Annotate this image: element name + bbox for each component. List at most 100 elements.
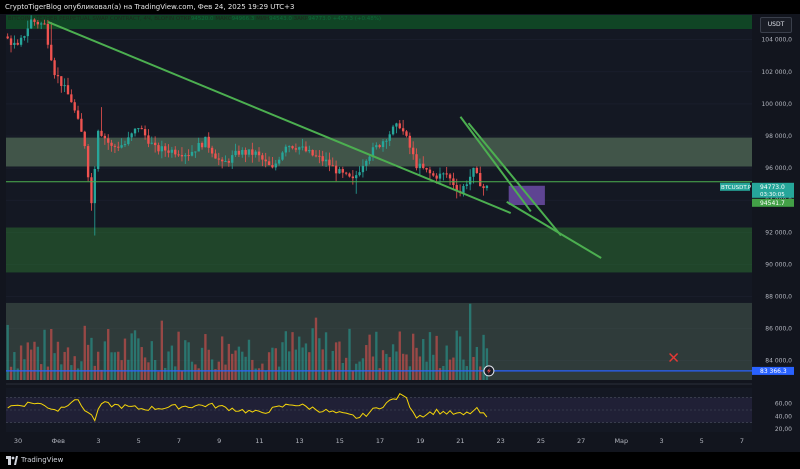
candle-body xyxy=(415,154,418,169)
publication-caption: CryptoTigerBlog опубликовал(а) на Tradin… xyxy=(0,0,800,14)
candle-body xyxy=(204,136,207,148)
low-label: МИН xyxy=(256,16,270,22)
volume-bar xyxy=(19,345,23,380)
candle-body xyxy=(479,173,482,187)
price-tick-label: 86 000,0 xyxy=(765,326,792,333)
volume-bar xyxy=(227,343,231,380)
candle-body xyxy=(100,130,103,136)
candle-body xyxy=(274,163,277,168)
candle-body xyxy=(86,146,90,178)
rsi-tick-label: 60,00 xyxy=(775,401,792,408)
volume-bar xyxy=(442,365,445,380)
price-axis-background xyxy=(752,14,800,440)
candle-body xyxy=(264,159,267,162)
candle-body xyxy=(247,149,251,155)
volume-bar xyxy=(46,366,50,380)
candle-body xyxy=(422,163,425,168)
volume-bar xyxy=(231,353,234,380)
volume-bar xyxy=(371,356,375,380)
volume-bar xyxy=(405,354,408,380)
candle-body xyxy=(308,149,311,152)
candle-body xyxy=(207,136,210,148)
candle-body xyxy=(177,154,180,156)
currency-button[interactable]: USDT xyxy=(760,17,792,33)
candle-body xyxy=(338,169,341,174)
volume-bar xyxy=(271,347,274,380)
volume-bar xyxy=(241,351,244,380)
volume-bar xyxy=(422,339,425,380)
open-label: ОТКР xyxy=(175,16,191,22)
volume-bar xyxy=(388,357,391,380)
volume-bar xyxy=(9,366,13,380)
volume-bar xyxy=(472,356,475,380)
time-tick-label: Фев xyxy=(52,437,66,445)
candle-body xyxy=(428,169,432,174)
volume-bar xyxy=(334,342,338,380)
candle-body xyxy=(93,168,96,204)
volume-bar xyxy=(468,303,472,380)
candle-body xyxy=(281,152,284,160)
indicator-price-tag xyxy=(752,366,794,375)
volume-bar xyxy=(13,352,16,380)
volume-bar xyxy=(167,351,170,380)
candle-body xyxy=(442,173,445,175)
x-marker-icon xyxy=(669,352,679,363)
rsi-tick-label: 20,00 xyxy=(775,426,792,433)
candle-body xyxy=(348,173,351,177)
candle-body xyxy=(244,149,247,155)
volume-bar xyxy=(197,368,200,380)
time-tick-label: 19 xyxy=(416,437,424,445)
volume-bar xyxy=(170,345,174,380)
volume-bar xyxy=(438,368,442,380)
candle-body xyxy=(224,160,227,162)
volume-bar xyxy=(43,329,46,380)
volume-bar xyxy=(36,346,40,380)
volume-bar xyxy=(180,370,184,380)
time-tick-label: Мар xyxy=(614,437,628,445)
volume-bar xyxy=(445,345,448,380)
volume-bar xyxy=(177,331,180,380)
candle-body xyxy=(391,126,395,135)
candle-body xyxy=(455,185,458,191)
volume-bar xyxy=(96,351,100,380)
volume-bar xyxy=(26,342,29,380)
volume-bar xyxy=(298,336,301,380)
volume-bar xyxy=(482,334,485,380)
trendline xyxy=(467,122,562,237)
candle-body xyxy=(361,165,365,173)
time-tick-label: 27 xyxy=(577,437,585,445)
volume-bar xyxy=(455,330,458,380)
last-price-tag xyxy=(752,182,794,198)
candle-body xyxy=(425,167,428,170)
volume-bar xyxy=(435,335,438,380)
volume-bar xyxy=(140,347,143,380)
volume-bar xyxy=(448,359,452,380)
volume-bar xyxy=(130,333,133,380)
time-tick-label: 7 xyxy=(177,437,181,445)
volume-bar xyxy=(267,352,271,380)
candle-body xyxy=(110,142,113,146)
candle-body xyxy=(261,155,264,160)
resistance-zone xyxy=(6,137,752,167)
volume-bar xyxy=(63,351,66,380)
candle-body xyxy=(194,151,197,153)
volume-bar xyxy=(234,350,237,380)
candle-body xyxy=(277,159,281,164)
price-chart[interactable]: 104 000,0 102 000,0 100 000,0 98 000,0 96 00… xyxy=(0,0,800,452)
volume-bar xyxy=(479,366,482,380)
candle-body xyxy=(143,129,147,136)
volume-bar xyxy=(110,352,113,380)
candle-body xyxy=(294,148,298,150)
volume-bar xyxy=(143,357,147,380)
candle-body xyxy=(19,37,23,45)
volume-bar xyxy=(375,331,378,380)
volume-bar xyxy=(401,353,405,380)
lightning-icon xyxy=(486,367,491,374)
candle-body xyxy=(83,131,86,147)
countdown-text: 03:30:05 xyxy=(760,192,785,198)
volume-bar xyxy=(391,344,395,380)
time-tick-label: 21 xyxy=(456,437,464,445)
volume-bar xyxy=(277,366,281,380)
volume-bar xyxy=(328,369,331,380)
volume-bar xyxy=(385,353,388,380)
